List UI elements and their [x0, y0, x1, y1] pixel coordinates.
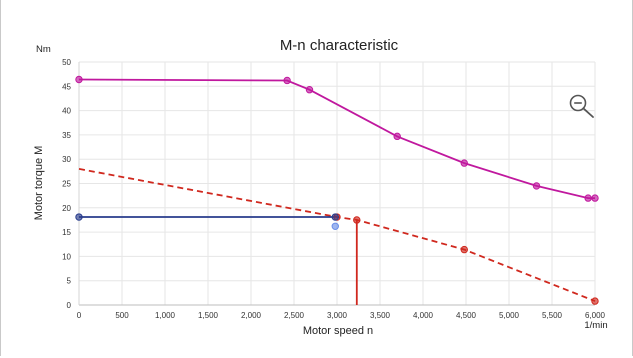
y-tick-label: 20	[62, 204, 71, 213]
data-point[interactable]	[75, 75, 83, 84]
axes	[78, 62, 595, 306]
y-tick-label: 45	[62, 82, 71, 91]
x-tick-label: 3,000	[327, 311, 348, 320]
x-tick-label: 1,500	[198, 311, 219, 320]
x-unit-label: 1/min	[584, 320, 607, 331]
y-tick-label: 25	[62, 180, 71, 189]
x-tick-label: 500	[115, 311, 129, 320]
y-tick-label: 15	[62, 228, 71, 237]
data-point[interactable]	[591, 297, 599, 305]
x-tick-label: 4,500	[456, 311, 477, 320]
y-axis-label: Motor torque M	[33, 146, 45, 221]
y-tick-label: 10	[62, 252, 71, 261]
x-tick-label: 3,500	[370, 311, 391, 320]
y-tick-label: 5	[67, 277, 72, 286]
data-point[interactable]	[591, 194, 599, 202]
y-tick-label: 30	[62, 155, 71, 164]
x-axis-label: Motor speed n	[303, 325, 373, 337]
x-tick-label: 0	[77, 311, 82, 320]
y-tick-label: 0	[67, 301, 72, 310]
series-line-1	[78, 78, 595, 199]
data-point[interactable]	[283, 76, 291, 85]
y-tick-label: 50	[62, 58, 71, 67]
x-tick-label: 2,500	[284, 311, 305, 320]
y-tick-label: 35	[62, 131, 71, 140]
data-point[interactable]	[75, 213, 83, 221]
data-point[interactable]	[460, 159, 468, 167]
y-unit-label: Nm	[36, 44, 51, 55]
data-point[interactable]	[331, 213, 339, 221]
x-tick-label: 2,000	[241, 311, 262, 320]
x-tick-label: 5,000	[499, 311, 520, 320]
tick-labels: 0 500 1,000 1,500 2,000 2,500 3,000 3,500 4,000 4…	[62, 58, 605, 320]
x-tick-label: 1,000	[155, 311, 176, 320]
chart-title: M-n characteristic	[280, 37, 399, 54]
data-point[interactable]	[460, 245, 468, 254]
x-tick-label: 6,000	[585, 311, 606, 320]
zoom-out-icon[interactable]	[569, 94, 594, 118]
data-point[interactable]	[393, 132, 401, 141]
data-markers	[75, 75, 599, 305]
x-tick-label: 5,500	[542, 311, 563, 320]
data-point[interactable]	[532, 182, 541, 190]
y-tick-label: 40	[62, 107, 71, 116]
data-point[interactable]	[353, 216, 361, 224]
data-point[interactable]	[584, 194, 592, 202]
x-tick-label: 4,000	[413, 311, 434, 320]
grid	[78, 61, 596, 306]
data-point[interactable]	[305, 86, 314, 94]
data-point[interactable]	[331, 222, 339, 230]
